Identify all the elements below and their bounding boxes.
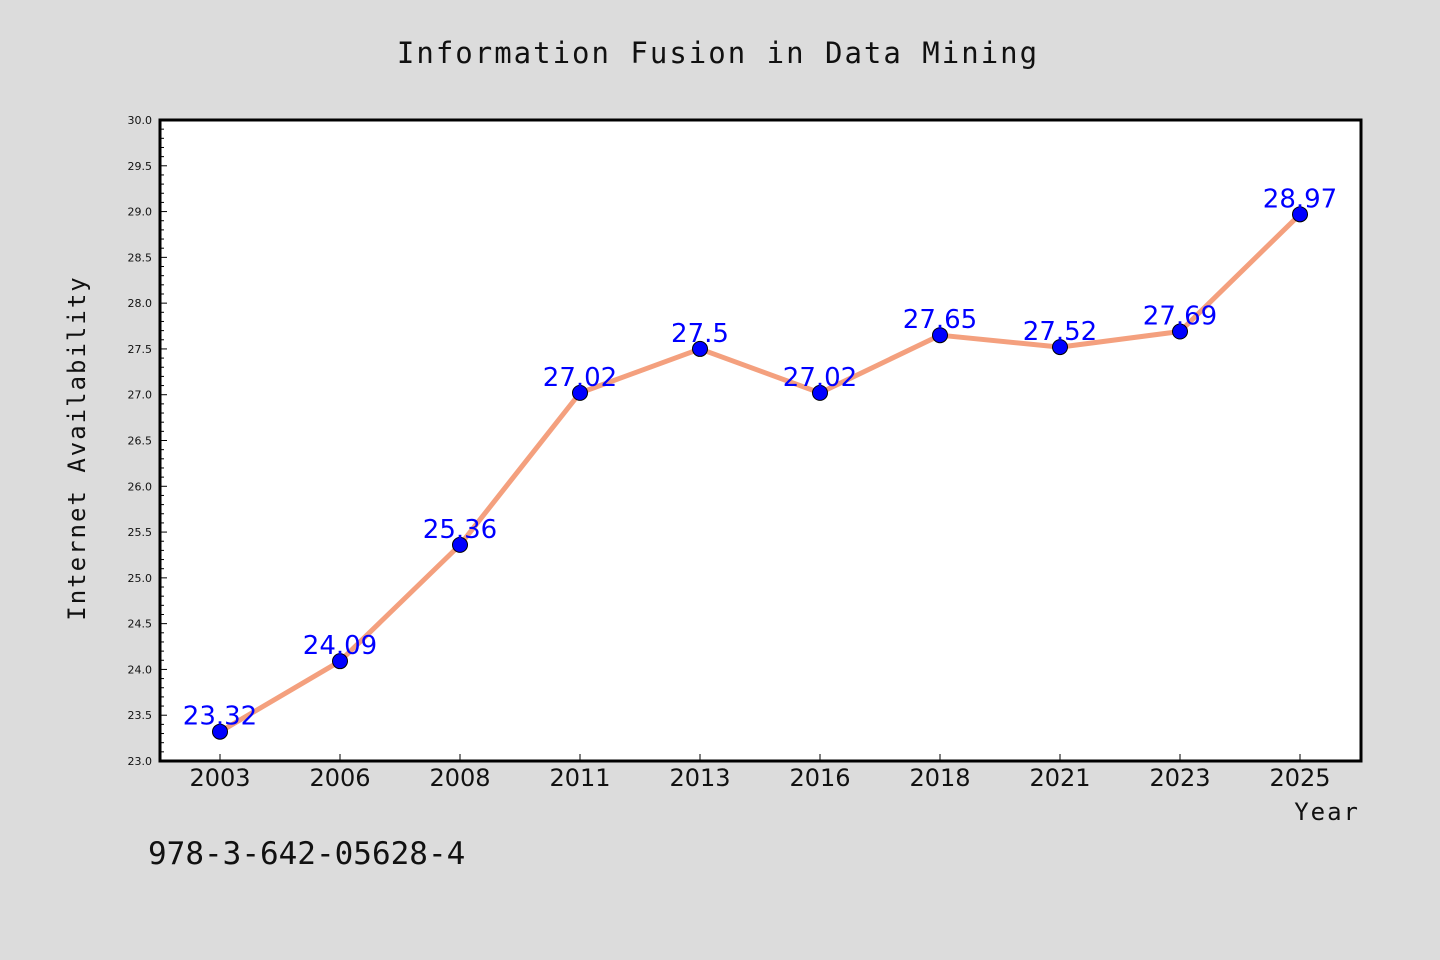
chart-title: Information Fusion in Data Mining [397,36,1039,70]
y-tick-label: 25.0 [128,572,153,585]
y-axis-label: Internet Availability [63,275,91,620]
x-axis-ticks: 2003 2006 2008 2011 2013 2016 2018 2021 2023 2025 [189,754,1331,792]
data-point [1172,323,1188,340]
x-tick-label: 2016 [789,764,850,792]
y-tick-label: 24.0 [128,663,153,676]
data-label: 27.02 [543,363,617,393]
x-tick-label: 2023 [1149,764,1210,792]
y-tick-label: 27.0 [128,389,153,402]
y-tick-label: 26.0 [128,480,153,493]
x-tick-label: 2021 [1029,764,1090,792]
x-tick-label: 2018 [909,764,970,792]
x-tick-label: 2013 [669,764,730,792]
x-tick-label: 2006 [309,764,370,792]
y-tick-label: 27.5 [128,343,153,356]
x-tick-label: 2011 [549,764,610,792]
y-tick-label: 23.0 [128,755,153,768]
y-tick-label: 28.0 [128,297,153,310]
y-tick-label: 28.5 [128,251,153,264]
y-tick-label: 30.0 [128,114,153,127]
data-point [932,327,948,344]
y-tick-label: 29.0 [128,206,153,219]
x-axis-label: Year [1294,798,1360,826]
x-tick-label: 2003 [189,764,250,792]
data-point [212,723,228,740]
data-point [332,653,348,670]
data-label: 23.32 [183,702,257,732]
x-tick-label: 2025 [1269,764,1330,792]
y-tick-label: 23.5 [128,709,153,722]
data-label: 27.69 [1143,302,1217,332]
data-label: 25.36 [423,515,497,545]
data-point [1052,339,1068,356]
data-label: 24.09 [303,631,377,661]
y-tick-label: 24.5 [128,618,153,631]
data-point [1292,206,1308,223]
y-tick-label: 29.5 [128,160,153,173]
series-group: 23.32 24.09 25.36 27.02 27.5 27.02 27.65 27.52 2… [183,184,1337,740]
y-tick-label: 26.5 [128,435,153,448]
data-label: 27.65 [903,305,977,335]
series-line [217,211,1303,735]
data-label: 27.5 [671,319,729,349]
data-point [572,384,588,401]
x-tick-label: 2008 [429,764,490,792]
data-point [452,536,468,553]
footer-isbn: 978-3-642-05628-4 [148,836,465,872]
data-point [692,340,708,357]
data-label: 27.02 [783,363,857,393]
plot-area [158,118,1363,763]
data-point [812,384,828,401]
y-axis-ticks: 23.0 23.5 24.0 24.5 25.0 25.5 26.0 26.5 27.0 27.5… [128,114,167,768]
y-tick-label: 25.5 [128,526,153,539]
data-label: 27.52 [1023,317,1097,347]
data-label: 28.97 [1263,184,1337,214]
